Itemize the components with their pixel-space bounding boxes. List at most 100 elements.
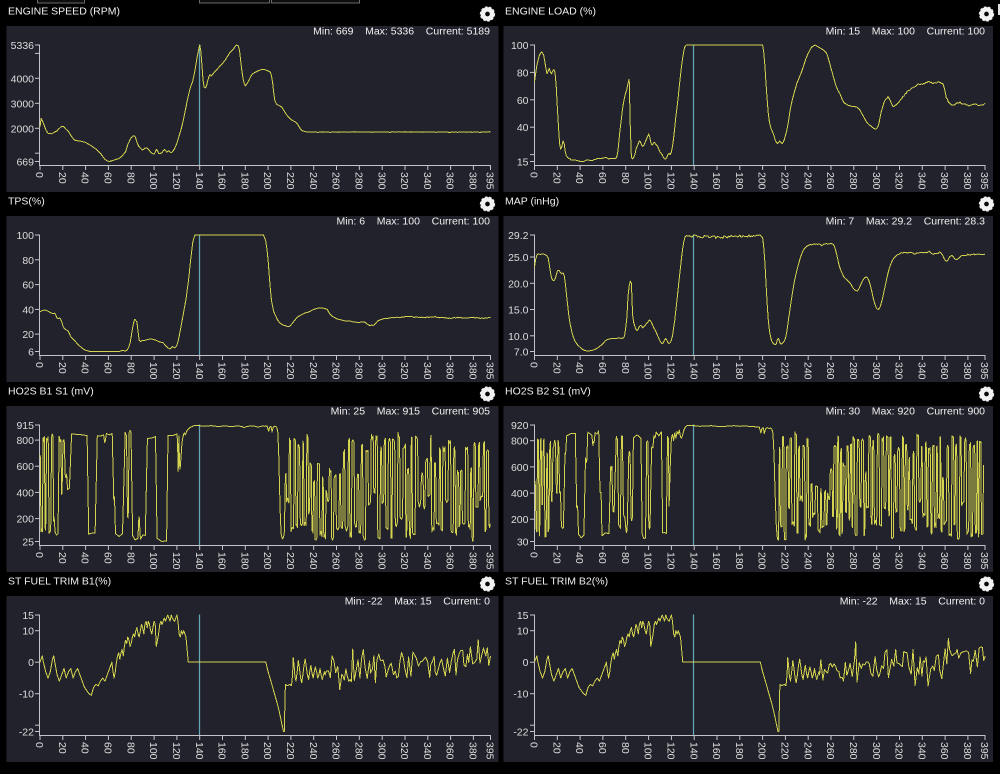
svg-text:200: 200 (756, 172, 768, 190)
svg-text:395: 395 (484, 362, 496, 380)
svg-text:260: 260 (824, 552, 836, 570)
svg-text:800: 800 (511, 436, 529, 448)
svg-text:280: 280 (352, 172, 364, 190)
svg-text:0: 0 (528, 552, 540, 558)
svg-text:240: 240 (801, 172, 813, 190)
svg-text:30: 30 (517, 537, 529, 549)
svg-text:395: 395 (978, 742, 990, 760)
svg-text:240: 240 (307, 552, 319, 570)
svg-text:360: 360 (938, 552, 950, 570)
svg-text:320: 320 (398, 552, 410, 570)
svg-text:400: 400 (16, 487, 34, 499)
svg-text:200: 200 (16, 514, 34, 526)
svg-text:300: 300 (375, 552, 387, 570)
svg-text:180: 180 (733, 362, 745, 380)
svg-text:360: 360 (444, 552, 456, 570)
svg-text:669: 669 (16, 157, 34, 169)
svg-text:160: 160 (710, 552, 722, 570)
svg-text:140: 140 (687, 362, 699, 380)
svg-text:240: 240 (801, 742, 813, 760)
svg-text:320: 320 (893, 742, 905, 760)
svg-text:380: 380 (961, 742, 973, 760)
svg-text:Min: 6 Max: 100 Current:: Min: 6 Max: 100 Current: 100 (337, 216, 491, 228)
svg-text:120: 120 (170, 742, 182, 760)
svg-text:0: 0 (528, 172, 540, 178)
svg-text:240: 240 (307, 172, 319, 190)
svg-text:340: 340 (915, 362, 927, 380)
svg-text:40: 40 (517, 122, 529, 134)
svg-text:Min: -22 Max: 15 Current: Min: -22 Max: 15 Current: 0 (345, 596, 490, 608)
svg-text:MAP (inHg): MAP (inHg) (505, 195, 559, 207)
svg-text:60: 60 (102, 362, 114, 374)
svg-text:20: 20 (550, 552, 562, 564)
svg-text:0: 0 (33, 172, 45, 178)
svg-text:-10: -10 (19, 689, 34, 701)
svg-text:TPS(%): TPS(%) (8, 195, 45, 207)
svg-text:140: 140 (687, 552, 699, 570)
svg-text:800: 800 (16, 435, 34, 447)
svg-text:220: 220 (779, 552, 791, 570)
svg-text:360: 360 (444, 742, 456, 760)
svg-text:395: 395 (484, 172, 496, 190)
svg-text:5336: 5336 (11, 40, 35, 52)
svg-text:80: 80 (124, 552, 136, 564)
svg-text:-22: -22 (513, 727, 528, 739)
svg-text:200: 200 (511, 514, 529, 526)
svg-text:40: 40 (573, 552, 585, 564)
svg-text:40: 40 (573, 362, 585, 374)
svg-text:220: 220 (779, 742, 791, 760)
svg-text:280: 280 (847, 172, 859, 190)
svg-text:280: 280 (847, 742, 859, 760)
svg-text:60: 60 (596, 742, 608, 754)
svg-text:60: 60 (596, 362, 608, 374)
svg-text:60: 60 (517, 95, 529, 107)
svg-text:100: 100 (642, 742, 654, 760)
svg-text:160: 160 (710, 362, 722, 380)
svg-text:340: 340 (915, 172, 927, 190)
svg-text:80: 80 (124, 742, 136, 754)
svg-text:180: 180 (733, 172, 745, 190)
svg-text:340: 340 (915, 742, 927, 760)
svg-text:Min: -22 Max: 15 Current: Min: -22 Max: 15 Current: 0 (840, 596, 985, 608)
svg-text:160: 160 (710, 742, 722, 760)
svg-text:80: 80 (124, 172, 136, 184)
svg-text:240: 240 (801, 552, 813, 570)
svg-text:915: 915 (16, 420, 34, 432)
svg-text:140: 140 (193, 362, 205, 380)
svg-text:6: 6 (28, 347, 34, 359)
svg-text:29.2: 29.2 (508, 230, 529, 242)
svg-text:200: 200 (756, 362, 768, 380)
svg-text:160: 160 (216, 552, 228, 570)
svg-text:ST FUEL TRIM B2(%): ST FUEL TRIM B2(%) (505, 575, 608, 587)
svg-text:0: 0 (528, 362, 540, 368)
svg-text:280: 280 (352, 552, 364, 570)
svg-text:140: 140 (193, 172, 205, 190)
svg-text:220: 220 (284, 742, 296, 760)
svg-text:7.0: 7.0 (514, 347, 529, 359)
svg-text:80: 80 (619, 552, 631, 564)
svg-text:260: 260 (330, 742, 342, 760)
svg-text:100: 100 (147, 742, 159, 760)
svg-text:0: 0 (33, 362, 45, 368)
svg-text:360: 360 (444, 172, 456, 190)
svg-text:100: 100 (642, 552, 654, 570)
svg-text:20: 20 (56, 362, 68, 374)
svg-text:40: 40 (79, 552, 91, 564)
svg-text:100: 100 (511, 40, 529, 52)
svg-text:10.0: 10.0 (508, 331, 529, 343)
svg-text:380: 380 (467, 172, 479, 190)
svg-text:20: 20 (56, 552, 68, 564)
svg-text:200: 200 (261, 742, 273, 760)
svg-text:100: 100 (147, 552, 159, 570)
svg-text:60: 60 (102, 742, 114, 754)
svg-text:20: 20 (550, 362, 562, 374)
svg-text:0: 0 (528, 742, 540, 748)
svg-text:200: 200 (261, 552, 273, 570)
svg-text:20.0: 20.0 (508, 278, 529, 290)
svg-text:0: 0 (33, 552, 45, 558)
svg-text:140: 140 (687, 742, 699, 760)
svg-text:160: 160 (216, 362, 228, 380)
svg-text:320: 320 (398, 742, 410, 760)
svg-text:4000: 4000 (11, 73, 35, 85)
svg-text:40: 40 (573, 172, 585, 184)
